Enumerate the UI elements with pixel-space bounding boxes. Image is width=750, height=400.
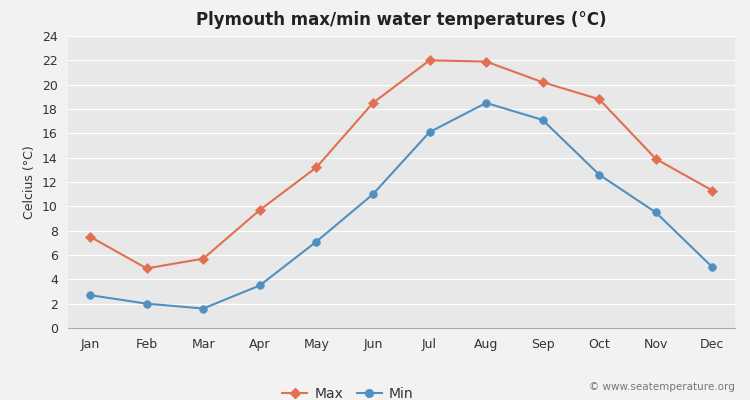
Max: [708, 188, 717, 193]
Max: [368, 100, 377, 105]
Max: [482, 59, 490, 64]
Max: [199, 256, 208, 261]
Y-axis label: Celcius (°C): Celcius (°C): [23, 145, 36, 219]
Max: [651, 156, 660, 161]
Min: [425, 130, 434, 134]
Line: Max: Max: [87, 57, 716, 272]
Title: Plymouth max/min water temperatures (°C): Plymouth max/min water temperatures (°C): [196, 11, 607, 29]
Max: [255, 208, 264, 212]
Min: [482, 100, 490, 105]
Min: [595, 172, 604, 177]
Max: [595, 97, 604, 102]
Min: [142, 301, 152, 306]
Line: Min: Min: [86, 99, 716, 312]
Text: © www.seatemperature.org: © www.seatemperature.org: [590, 382, 735, 392]
Legend: Max, Min: Max, Min: [277, 382, 419, 400]
Max: [425, 58, 434, 63]
Min: [368, 192, 377, 196]
Min: [538, 118, 548, 122]
Min: [199, 306, 208, 311]
Min: [312, 239, 321, 244]
Max: [312, 165, 321, 170]
Min: [255, 283, 264, 288]
Min: [708, 265, 717, 270]
Min: [86, 293, 94, 298]
Max: [538, 80, 548, 85]
Max: [86, 234, 94, 239]
Min: [651, 210, 660, 215]
Max: [142, 266, 152, 271]
